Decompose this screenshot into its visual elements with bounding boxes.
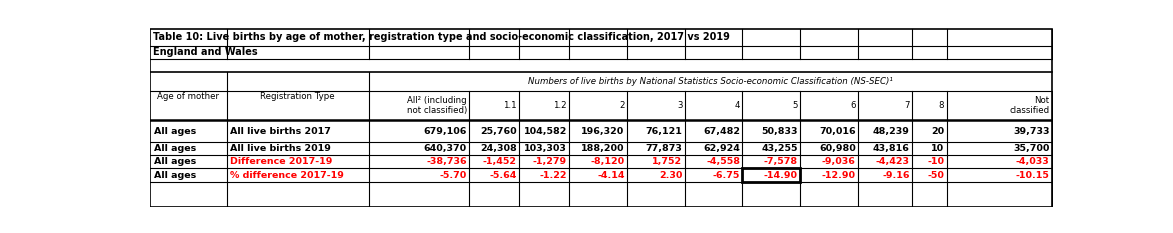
Text: -1,452: -1,452	[483, 157, 517, 166]
Text: Numbers of live births by National Statistics Socio-economic Classification (NS-: Numbers of live births by National Stati…	[528, 77, 893, 86]
Text: 39,733: 39,733	[1013, 127, 1050, 136]
Text: 76,121: 76,121	[645, 127, 683, 136]
Text: All ages: All ages	[154, 171, 196, 180]
Text: 35,700: 35,700	[1013, 144, 1050, 153]
Text: All² (including
not classified): All² (including not classified)	[407, 96, 467, 115]
Text: -4,033: -4,033	[1016, 157, 1050, 166]
Text: Table 10: Live births by age of mother, registration type and socio-economic cla: Table 10: Live births by age of mother, …	[154, 32, 731, 42]
Text: -38,736: -38,736	[426, 157, 467, 166]
Text: -9.16: -9.16	[882, 171, 909, 180]
Text: -7,578: -7,578	[764, 157, 798, 166]
Text: -50: -50	[928, 171, 944, 180]
Text: -4,558: -4,558	[706, 157, 740, 166]
Text: All ages: All ages	[154, 157, 196, 166]
Text: Difference 2017-19: Difference 2017-19	[230, 157, 333, 166]
Text: 20: 20	[931, 127, 944, 136]
Text: All ages: All ages	[154, 144, 196, 153]
Text: 104,582: 104,582	[523, 127, 567, 136]
Text: 8: 8	[938, 101, 944, 110]
Text: -9,036: -9,036	[822, 157, 855, 166]
Text: 1.2: 1.2	[554, 101, 567, 110]
Text: 70,016: 70,016	[819, 127, 855, 136]
Text: -14.90: -14.90	[764, 171, 798, 180]
Text: 6: 6	[850, 101, 855, 110]
Text: 62,924: 62,924	[704, 144, 740, 153]
Text: 1.1: 1.1	[503, 101, 517, 110]
Text: 4: 4	[734, 101, 740, 110]
Text: -5.64: -5.64	[489, 171, 517, 180]
Text: -8,120: -8,120	[590, 157, 625, 166]
Text: 48,239: 48,239	[873, 127, 909, 136]
Text: -10.15: -10.15	[1016, 171, 1050, 180]
Text: 43,816: 43,816	[873, 144, 909, 153]
Text: 1,752: 1,752	[652, 157, 683, 166]
Text: -10: -10	[927, 157, 944, 166]
Text: -12.90: -12.90	[821, 171, 855, 180]
Text: 7: 7	[904, 101, 909, 110]
Text: 10: 10	[931, 144, 944, 153]
Text: -4,423: -4,423	[875, 157, 909, 166]
Text: 5: 5	[793, 101, 798, 110]
Text: Age of mother: Age of mother	[157, 92, 219, 101]
Text: -5.70: -5.70	[440, 171, 467, 180]
Text: 640,370: 640,370	[423, 144, 467, 153]
Text: 2.30: 2.30	[659, 171, 683, 180]
Text: 3: 3	[677, 101, 683, 110]
Text: Registration Type: Registration Type	[260, 92, 335, 101]
Text: -1,279: -1,279	[533, 157, 567, 166]
Text: 188,200: 188,200	[581, 144, 625, 153]
Text: 103,303: 103,303	[524, 144, 567, 153]
Text: -6.75: -6.75	[713, 171, 740, 180]
Text: 67,482: 67,482	[703, 127, 740, 136]
Text: 679,106: 679,106	[423, 127, 467, 136]
Text: All ages: All ages	[154, 127, 196, 136]
Text: All live births 2017: All live births 2017	[230, 127, 331, 136]
Text: 43,255: 43,255	[761, 144, 798, 153]
Text: -4.14: -4.14	[597, 171, 625, 180]
Text: 25,760: 25,760	[480, 127, 517, 136]
Text: 50,833: 50,833	[761, 127, 798, 136]
Bar	[743, 168, 800, 182]
Text: All live births 2019: All live births 2019	[230, 144, 331, 153]
Text: -1.22: -1.22	[540, 171, 567, 180]
Text: 60,980: 60,980	[819, 144, 855, 153]
Text: % difference 2017-19: % difference 2017-19	[230, 171, 345, 180]
Text: Not
classified: Not classified	[1010, 96, 1050, 115]
Text: 2: 2	[619, 101, 625, 110]
Text: England and Wales: England and Wales	[154, 47, 258, 57]
Text: 196,320: 196,320	[582, 127, 625, 136]
Text: 77,873: 77,873	[645, 144, 683, 153]
Text: 24,308: 24,308	[480, 144, 517, 153]
